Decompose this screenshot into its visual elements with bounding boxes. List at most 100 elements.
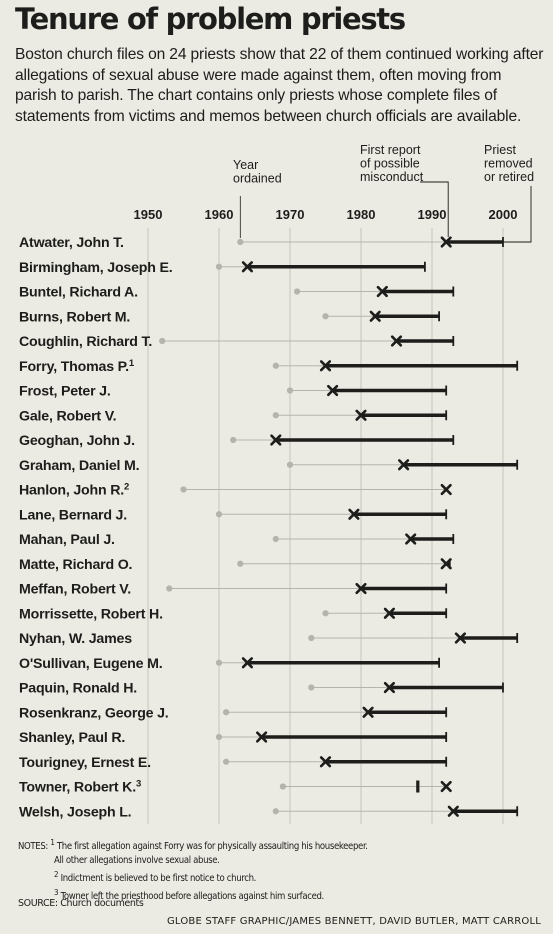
tick-label-2000: 2000 bbox=[489, 207, 518, 222]
priest-name: Nyhan, W. James bbox=[19, 631, 132, 647]
note-1-text: The first allegation against Forry was f… bbox=[56, 841, 368, 853]
first-report-marker bbox=[369, 310, 381, 322]
priest-name: Matte, Richard O. bbox=[19, 557, 132, 573]
note-1: NOTES: 1 The first allegation against Fo… bbox=[18, 836, 548, 854]
priest-row: Matte, Richard O. bbox=[19, 557, 452, 573]
priest-name: Meffan, Robert V. bbox=[19, 582, 131, 598]
first-report-marker bbox=[405, 533, 417, 545]
priest-row: O'Sullivan, Eugene M. bbox=[19, 656, 441, 672]
priest-name: Gale, Robert V. bbox=[19, 408, 116, 424]
tick-label-1980: 1980 bbox=[347, 207, 376, 222]
first-report-marker bbox=[355, 582, 367, 595]
priest-name: Buntel, Richard A. bbox=[19, 285, 138, 301]
first-report-marker bbox=[348, 508, 360, 520]
first-report-marker bbox=[241, 657, 253, 669]
priest-row: Graham, Daniel M. bbox=[19, 458, 519, 474]
priest-name: Birmingham, Joseph E. bbox=[19, 260, 172, 276]
ordained-marker bbox=[215, 263, 223, 270]
legend-ordained: Year ordained bbox=[233, 158, 282, 186]
legend-removed: Priest removed or retired bbox=[484, 143, 534, 184]
priest-name: Shanley, Paul R. bbox=[19, 730, 125, 746]
ordained-marker bbox=[286, 461, 294, 468]
ordained-marker bbox=[237, 238, 244, 246]
ordained-marker bbox=[322, 610, 329, 617]
ordained-marker bbox=[272, 412, 279, 419]
first-report-marker bbox=[355, 409, 367, 421]
first-report-marker bbox=[241, 261, 253, 273]
priest-name: Welsh, Joseph L. bbox=[19, 804, 131, 820]
priest-row: Welsh, Joseph L. bbox=[19, 804, 519, 820]
notes-label: NOTES: bbox=[18, 841, 48, 853]
ordained-marker bbox=[272, 362, 279, 369]
priest-name: O'Sullivan, Eugene M. bbox=[19, 656, 162, 672]
gridlines bbox=[147, 228, 504, 824]
note-1-mark: 1 bbox=[50, 838, 55, 847]
first-report-marker bbox=[319, 756, 332, 768]
priest-name: Forry, Thomas P.1 bbox=[19, 358, 135, 375]
notes: NOTES: 1 The first allegation against Fo… bbox=[18, 836, 548, 904]
priest-row: Buntel, Richard A. bbox=[19, 285, 455, 301]
priest-row: Shanley, Paul R. bbox=[19, 730, 448, 746]
first-report-marker bbox=[383, 607, 396, 619]
ordained-marker bbox=[215, 659, 223, 666]
credit: GLOBE STAFF GRAPHIC/JAMES BENNETT, DAVID… bbox=[166, 916, 541, 927]
note-3: 3 Towner left the priesthood before alle… bbox=[18, 886, 548, 904]
first-report-marker bbox=[454, 632, 467, 644]
ordained-marker bbox=[166, 585, 173, 592]
priest-row: Geoghan, John J. bbox=[19, 433, 455, 449]
note-2-mark: 2 bbox=[54, 870, 59, 880]
tick-label-1950: 1950 bbox=[134, 207, 163, 222]
legend-first-report: First report of possible misconduct bbox=[360, 143, 424, 184]
legend-removed-leader bbox=[503, 186, 532, 243]
priest-row: Rosenkranz, George J. bbox=[19, 705, 448, 721]
tick-label-1960: 1960 bbox=[205, 207, 234, 222]
ordained-marker bbox=[215, 733, 223, 741]
ordained-marker bbox=[308, 634, 315, 642]
priest-row: Frost, Peter J. bbox=[19, 384, 448, 400]
ordained-marker bbox=[279, 783, 286, 790]
priest-row: Meffan, Robert V. bbox=[19, 582, 448, 598]
source: SOURCE: Church documents bbox=[18, 898, 144, 909]
note-1b-text: All other allegations involve sexual abu… bbox=[54, 855, 220, 867]
first-report-marker bbox=[362, 706, 374, 718]
note-2-text: Indictment is believed to be first notic… bbox=[60, 873, 257, 885]
priest-row: Tourigney, Ernest E. bbox=[19, 755, 448, 771]
priest-row: Lane, Bernard J. bbox=[19, 507, 448, 523]
priest-name: Mahan, Paul J. bbox=[19, 532, 115, 548]
first-report-marker bbox=[440, 483, 452, 496]
first-report-marker bbox=[383, 681, 396, 694]
priest-name: Burns, Robert M. bbox=[19, 309, 130, 325]
ordained-marker bbox=[237, 560, 244, 567]
priest-row: Hanlon, John R.2 bbox=[19, 482, 452, 499]
priest-name: Lane, Bernard J. bbox=[19, 507, 127, 523]
priest-name: Geoghan, John J. bbox=[19, 433, 135, 449]
chart-title: Tenure of problem priests bbox=[15, 2, 406, 36]
priest-row: Burns, Robert M. bbox=[19, 309, 441, 325]
first-report-marker bbox=[270, 434, 282, 446]
priest-name: Coughlin, Richard T. bbox=[19, 334, 152, 350]
note-3-text: Towner left the priesthood before allega… bbox=[60, 891, 325, 903]
first-report-marker bbox=[255, 731, 268, 743]
tick-label-1990: 1990 bbox=[418, 207, 447, 222]
first-report-marker bbox=[326, 384, 339, 397]
chart-intro: Boston church files on 24 priests show t… bbox=[15, 46, 544, 125]
priest-rows: Atwater, John T. Birmingham, Joseph E. Bun… bbox=[19, 235, 519, 820]
priest-name: Atwater, John T. bbox=[19, 235, 124, 251]
ordained-marker bbox=[230, 436, 237, 444]
priest-row: Forry, Thomas P.1 bbox=[19, 358, 519, 375]
ordained-marker bbox=[308, 684, 315, 691]
legend: Year ordained First report of possible misco… bbox=[233, 143, 534, 243]
tenure-chart: Year ordained First report of possible misco… bbox=[19, 143, 534, 824]
priest-name: Frost, Peter J. bbox=[19, 384, 111, 400]
tick-label-1970: 1970 bbox=[276, 207, 305, 222]
first-report-marker bbox=[390, 335, 403, 347]
ordained-marker bbox=[180, 486, 187, 493]
ordained-marker bbox=[223, 709, 230, 716]
ordained-marker bbox=[322, 313, 329, 320]
ordained-marker bbox=[272, 808, 279, 815]
left-priesthood-marker bbox=[416, 780, 420, 793]
note-2: 2 Indictment is believed to be first not… bbox=[18, 868, 548, 886]
x-axis-ticks: 1950 1960 1970 1980 1990 2000 bbox=[134, 207, 518, 222]
ordained-marker bbox=[159, 337, 166, 345]
priest-row: Coughlin, Richard T. bbox=[19, 334, 455, 350]
